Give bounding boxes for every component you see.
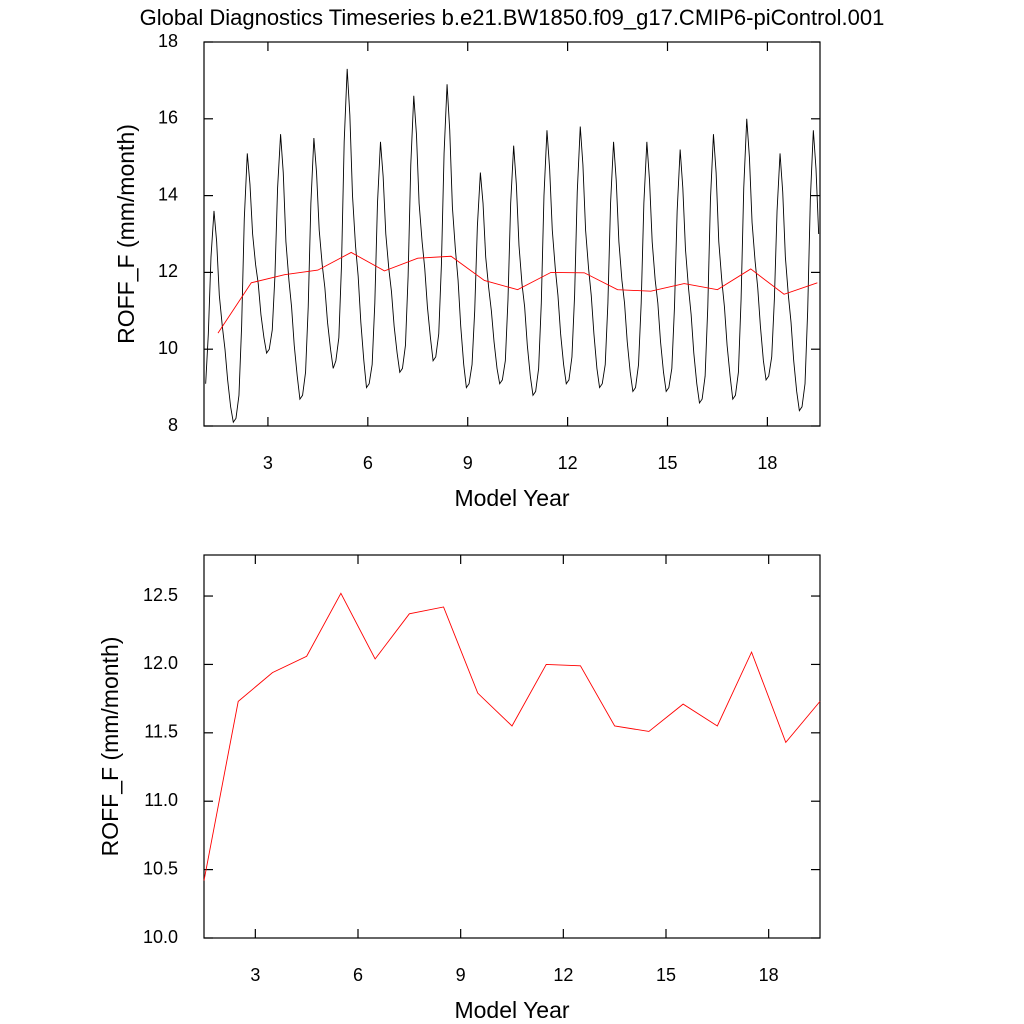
y-tick-label: 12.5 [143, 585, 178, 605]
x-axis-label: Model Year [454, 485, 569, 511]
x-tick-label: 6 [363, 453, 373, 473]
y-tick-label: 12 [158, 261, 178, 281]
x-tick-label: 18 [759, 965, 779, 985]
plot-frame [203, 554, 821, 939]
x-tick-label: 6 [353, 965, 363, 985]
y-axis-label: ROFF_F (mm/month) [113, 124, 139, 344]
y-tick-label: 10.5 [143, 858, 178, 878]
y-tick-label: 16 [158, 108, 178, 128]
y-tick-label: 11.0 [144, 790, 178, 810]
y-tick-label: 12.0 [143, 653, 178, 673]
data-line [205, 68, 820, 424]
x-tick-label: 15 [657, 453, 677, 473]
y-axis-label: ROFF_F (mm/month) [97, 637, 123, 857]
plot-frame [203, 41, 821, 427]
x-tick-label: 12 [558, 453, 578, 473]
x-tick-label: 12 [553, 965, 573, 985]
x-tick-label: 3 [250, 965, 260, 985]
y-tick-label: 8 [168, 415, 178, 435]
data-line [203, 592, 821, 881]
x-tick-label: 3 [263, 453, 273, 473]
x-tick-label: 9 [463, 453, 473, 473]
y-tick-label: 14 [158, 184, 178, 204]
y-tick-label: 10 [158, 338, 178, 358]
x-tick-label: 15 [656, 965, 676, 985]
x-axis-label: Model Year [454, 997, 569, 1023]
y-tick-label: 11.5 [144, 722, 178, 742]
y-tick-label: 18 [158, 31, 178, 51]
y-tick-label: 10.0 [143, 927, 178, 947]
data-line [217, 251, 818, 334]
chart-title: Global Diagnostics Timeseries b.e21.BW18… [140, 5, 885, 30]
x-tick-label: 9 [456, 965, 466, 985]
x-tick-label: 18 [757, 453, 777, 473]
